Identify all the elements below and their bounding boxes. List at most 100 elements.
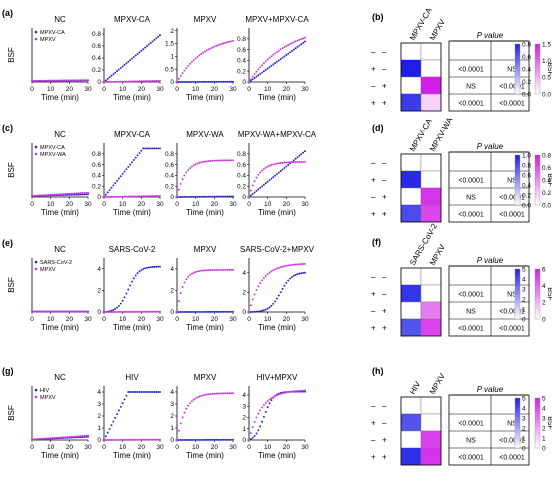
subplot-title: MPXV [194,245,217,254]
data-point [302,271,305,274]
pvalue-cell: <0.0001 [458,421,484,428]
data-point [192,310,195,313]
data-point [196,396,199,399]
data-point [179,422,182,425]
data-point [83,191,86,194]
data-point [296,45,299,48]
data-point [259,282,262,285]
data-point [117,438,120,441]
x-axis-label: Time (min) [113,451,151,460]
data-point [131,161,133,164]
data-point [213,438,216,441]
column-header: HIV [408,379,423,396]
data-point [68,435,71,438]
data-point [230,159,233,162]
data-point [138,80,141,83]
panel-label: (c) [2,123,13,133]
data-point [289,161,292,164]
data-point [190,310,193,313]
data-point [181,286,184,288]
x-tick-label: 0 [102,316,106,323]
data-point [194,80,197,83]
data-point [292,390,295,393]
sign-a: + [371,453,376,462]
data-point [192,164,195,167]
data-point [262,415,265,418]
data-point [190,272,193,275]
data-point [285,54,288,56]
data-point [72,310,75,313]
data-point [127,165,130,168]
data-point [117,80,120,83]
data-point [132,80,135,83]
x-tick-label: 10 [47,444,55,451]
data-point [114,310,117,313]
data-point [149,438,152,441]
data-point [181,311,184,313]
data-point [47,194,50,196]
data-point [215,159,218,162]
heatmap-cell-magenta [421,285,441,302]
data-point [217,44,220,47]
data-point [287,264,290,267]
heatmap-cell-blue [401,94,421,111]
data-point [60,79,63,82]
x-tick-label: 30 [156,201,164,208]
data-point [55,310,58,313]
data-point [198,310,201,313]
data-point [211,159,214,162]
pvalue-cell: NS [466,84,476,91]
sign-b: + [382,82,387,91]
pvalue-cell: NS [466,195,476,202]
data-point [38,194,41,197]
data-point [194,310,197,313]
data-point [304,271,306,274]
data-point [106,191,109,194]
x-tick-label: 0 [30,86,34,93]
data-point [131,80,133,83]
data-point [205,195,208,198]
data-point [261,406,264,409]
data-point [205,269,208,272]
data-point [200,195,203,198]
data-point [110,309,113,312]
series-line [176,195,234,198]
data-point [73,79,76,82]
data-point [51,193,54,196]
data-point [119,302,122,305]
data-point [144,438,147,441]
y-tick-label: 4 [170,266,174,273]
data-point [147,43,150,46]
y-tick-label: 0.2 [92,183,101,190]
data-point [40,194,43,197]
data-point [185,67,188,70]
series-line [248,36,306,83]
data-point [262,70,265,73]
subplot-title: MPXV+MPXV-CA [245,15,309,24]
legend-marker [34,395,38,399]
data-point [226,195,229,198]
y-tick-label: 0.4 [92,173,101,180]
x-tick-label: 20 [211,316,219,323]
data-point [159,391,161,393]
subplot: MPXV 0 10 20 30 0 0.5 1 1.5 2 Time (min) [165,15,237,102]
colorbar-tick-label: 1.0 [542,58,551,65]
data-point [224,310,227,313]
data-point [123,398,126,401]
data-point [153,391,156,393]
data-point [268,56,271,59]
data-point [194,438,197,441]
data-point [304,150,306,153]
data-point [140,49,143,52]
data-point [220,310,223,313]
data-point [200,269,203,272]
data-point [127,438,130,441]
data-point [73,310,76,313]
data-point [202,269,205,272]
data-point [222,159,225,162]
data-point [145,45,148,48]
colorbar-label: BSF [546,62,552,76]
data-point [276,50,278,53]
data-point [281,56,284,59]
